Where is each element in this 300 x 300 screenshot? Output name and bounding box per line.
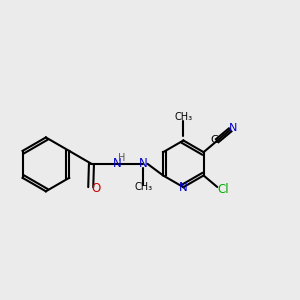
Text: N: N (112, 157, 121, 170)
Text: N: N (229, 123, 237, 133)
Text: O: O (91, 182, 101, 195)
Text: N: N (179, 182, 188, 194)
Text: H: H (118, 153, 126, 163)
Text: CH₃: CH₃ (174, 112, 192, 122)
Text: CH₃: CH₃ (134, 182, 153, 192)
Text: N: N (139, 157, 148, 170)
Text: Cl: Cl (217, 183, 229, 196)
Text: C: C (211, 135, 218, 145)
